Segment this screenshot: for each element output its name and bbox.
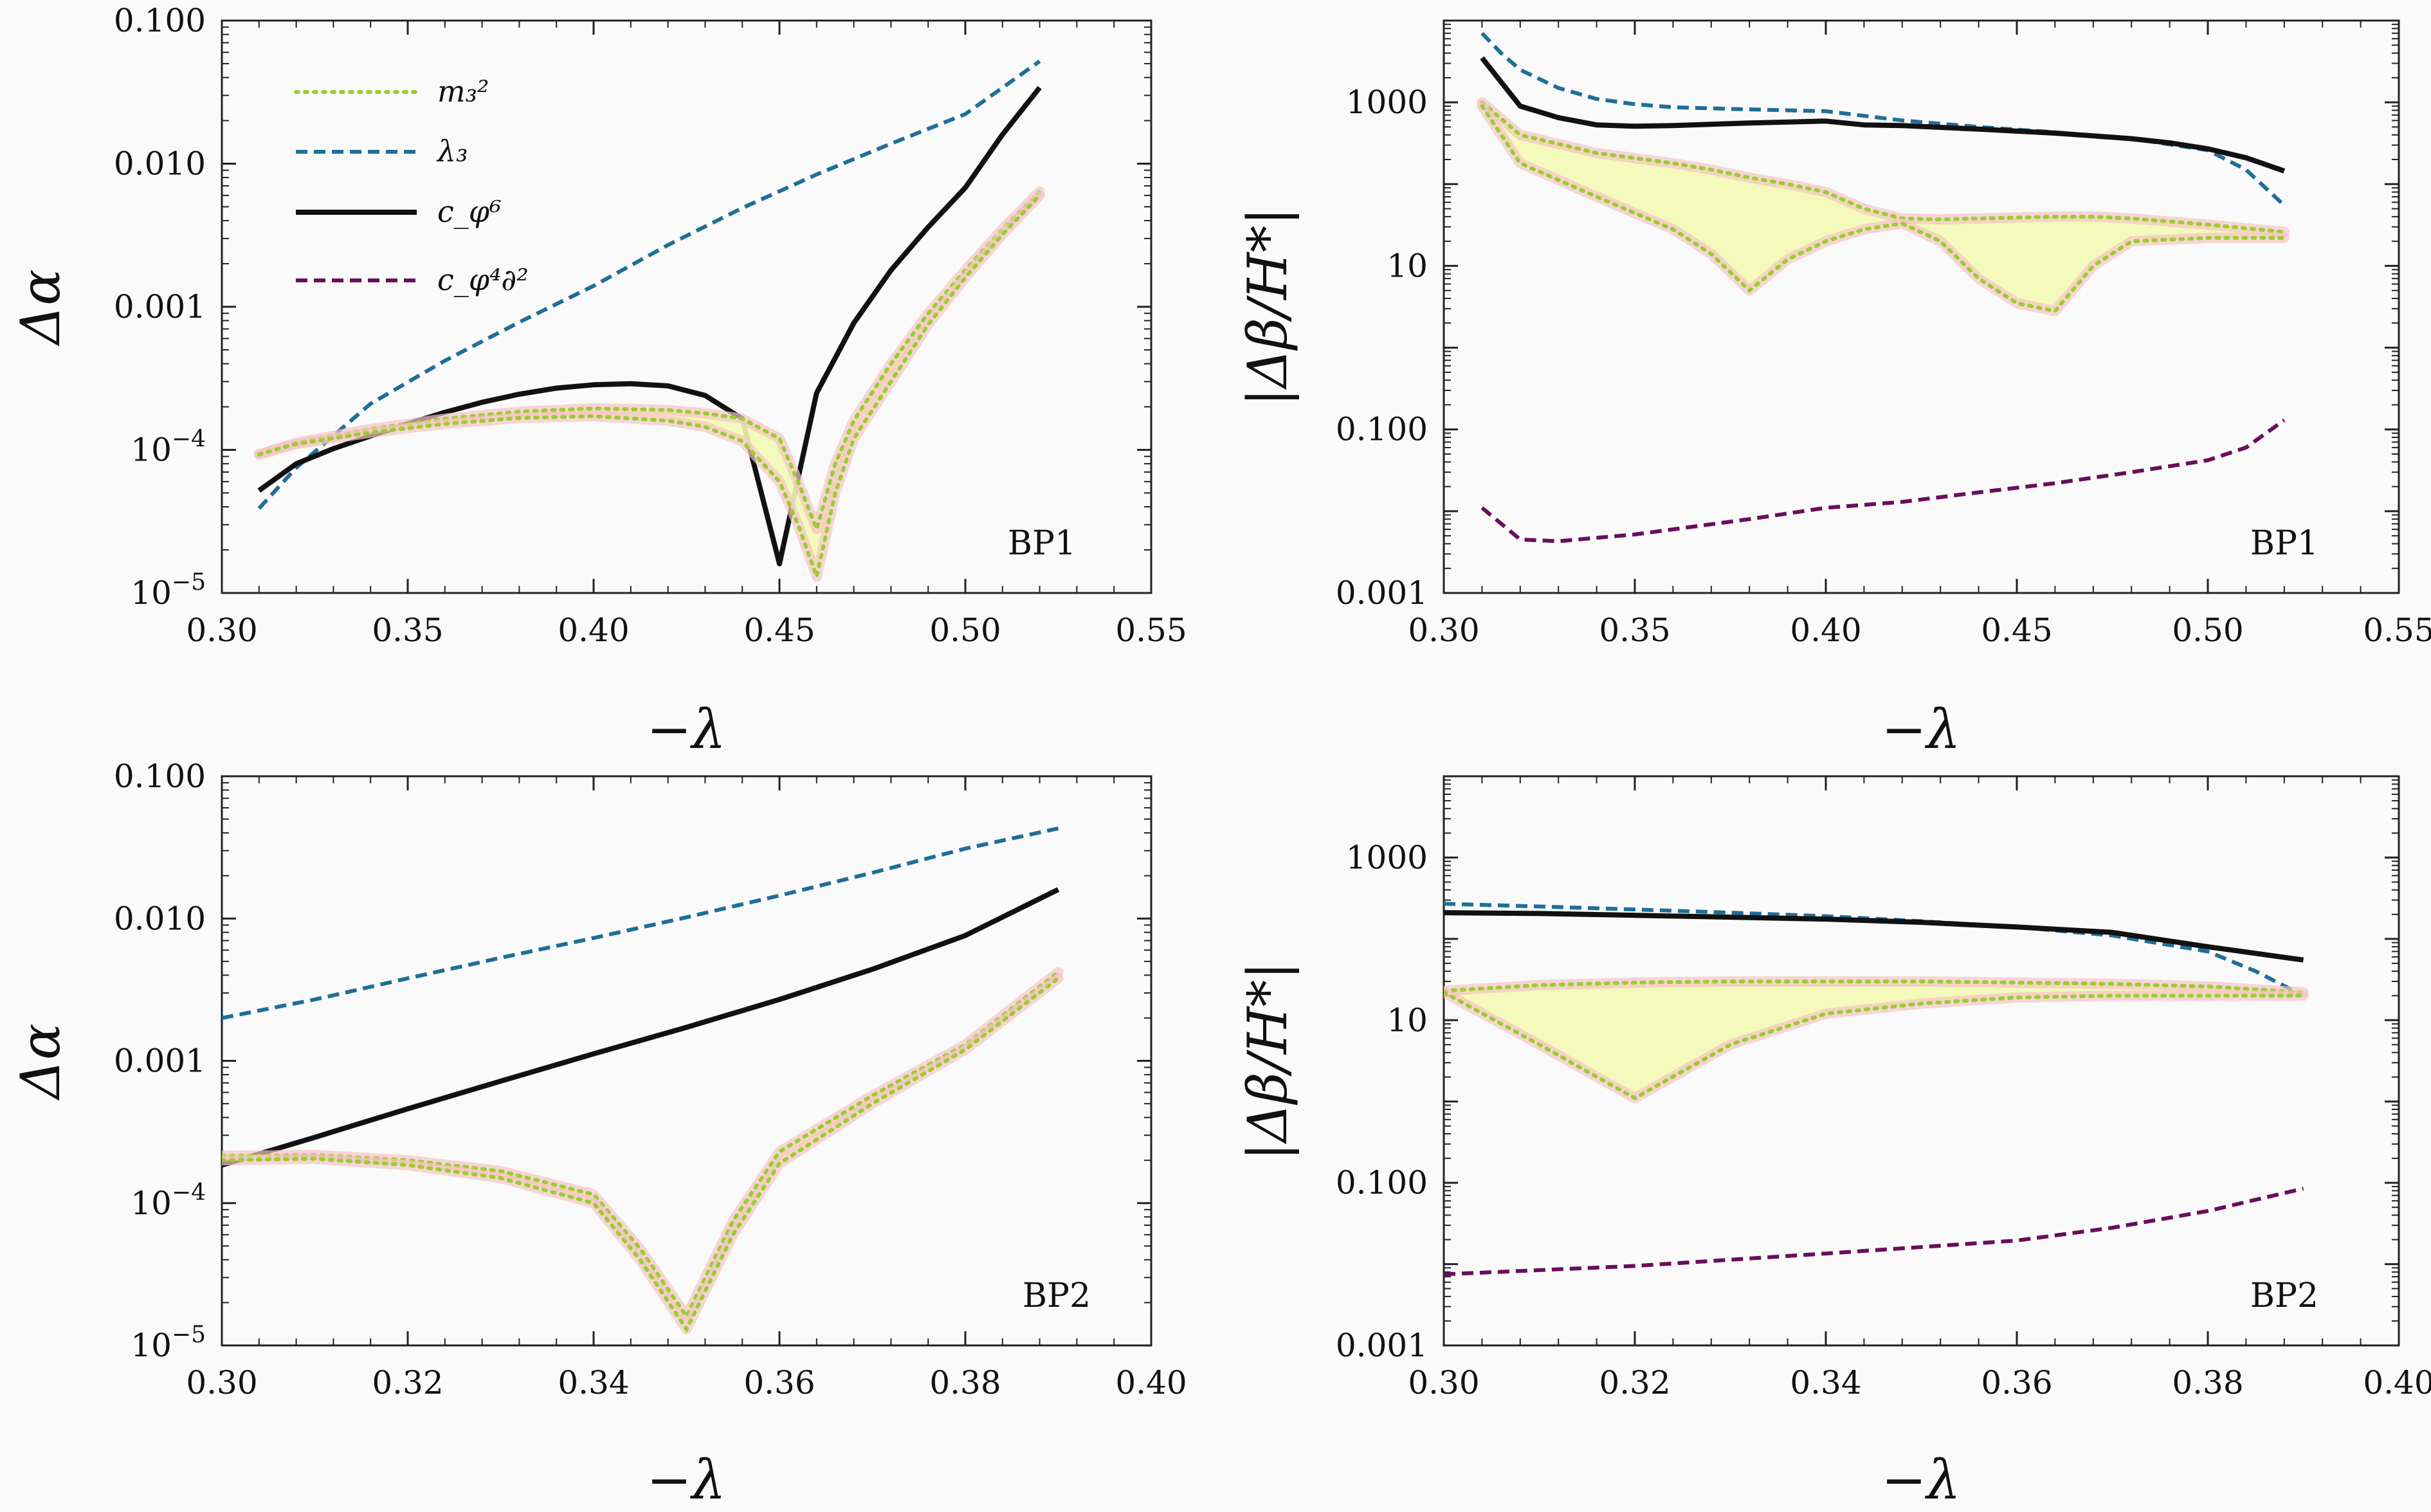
panel-alpha-bp2: 0.30 0.32 0.34 0.36 0.38 0.40 10−5 10−4 0.001 0.0… <box>9 758 1187 1511</box>
series-layer <box>222 826 1064 1334</box>
panel-tag: BP2 <box>1023 1277 1091 1315</box>
series-line-m3sq <box>1444 990 2306 1100</box>
axis-ticks <box>221 775 1152 1347</box>
series-layer <box>1444 902 2309 1277</box>
x-tick-label: 0.38 <box>2172 1364 2243 1401</box>
axis-ticks <box>1443 19 2400 594</box>
series-line-cphi6 <box>222 887 1060 1168</box>
tick-labels: 0.30 0.35 0.40 0.45 0.50 0.55 0.001 0.100 10 1000 <box>1336 84 2431 649</box>
series-line-m3sq <box>1444 979 2306 994</box>
y-tick-label: 10−4 <box>131 426 206 469</box>
x-tick-label: 0.55 <box>2363 612 2431 649</box>
legend-label-lambda3: λ₃ <box>436 134 468 169</box>
x-tick-label: 0.36 <box>743 1364 815 1401</box>
legend: m₃² λ₃ c_φ⁶ c_φ⁴∂² <box>294 74 529 297</box>
series-line-m3sq <box>222 976 1061 1333</box>
x-tick-label: 0.50 <box>2172 612 2243 649</box>
x-axis-label: −λ <box>1881 1448 1961 1511</box>
panel-tag: BP2 <box>2250 1277 2318 1315</box>
panel-beta-bp2: 0.30 0.32 0.34 0.36 0.38 0.40 0.001 0.100 10 1000… <box>1236 775 2431 1511</box>
plot-frame <box>221 775 1152 1347</box>
axis-ticks <box>221 19 1152 594</box>
y-axis-label: |Δβ/H*| <box>1236 961 1299 1160</box>
y-tick-label: 10 <box>1387 1001 1428 1039</box>
x-tick-label: 0.35 <box>372 612 443 649</box>
y-tick-label: 0.001 <box>1336 1327 1428 1364</box>
x-tick-label: 0.30 <box>186 1364 257 1401</box>
x-tick-label: 0.34 <box>1790 1364 1861 1401</box>
y-tick-label: 10 <box>1387 247 1428 284</box>
x-axis-label: −λ <box>646 1448 726 1511</box>
series-layer <box>1477 32 2290 543</box>
y-tick-label: 0.100 <box>1336 411 1428 448</box>
x-tick-label: 0.30 <box>1408 1364 1479 1401</box>
series-line-cphi4d2 <box>1444 1187 2304 1277</box>
panel-tag: BP1 <box>1008 524 1076 563</box>
series-line-m3sq <box>1480 100 2286 234</box>
x-tick-label: 0.40 <box>1115 1364 1187 1401</box>
x-tick-label: 0.40 <box>558 612 629 649</box>
series-line-m3sq <box>257 193 1042 584</box>
x-tick-label: 0.50 <box>929 612 1001 649</box>
tick-labels: 0.30 0.32 0.34 0.36 0.38 0.40 10−5 10−4 0.001 0.0… <box>114 758 1187 1401</box>
panel-tag: BP1 <box>2250 524 2318 563</box>
legend-label-cphi6: c_φ⁶ <box>437 194 501 229</box>
band-m3sq <box>1482 102 2284 311</box>
y-tick-label: 0.100 <box>1336 1164 1428 1201</box>
x-tick-label: 0.32 <box>1599 1364 1670 1401</box>
x-tick-label: 0.36 <box>1981 1364 2052 1401</box>
y-tick-label: 10−4 <box>131 1180 206 1222</box>
axis-ticks <box>1443 775 2400 1347</box>
panel-beta-bp1: 0.30 0.35 0.40 0.45 0.50 0.55 0.001 0.100 10 1000… <box>1236 19 2431 761</box>
x-tick-label: 0.30 <box>186 612 257 649</box>
x-tick-label: 0.45 <box>1981 612 2052 649</box>
legend-label-m3sq: m₃² <box>437 74 489 109</box>
series-layer <box>253 59 1045 584</box>
x-axis-label: −λ <box>1881 698 1961 761</box>
y-tick-label: 0.001 <box>1336 574 1428 612</box>
x-axis-label: −λ <box>646 698 726 761</box>
band-m3sq <box>1444 981 2304 1098</box>
y-tick-label: 1000 <box>1346 839 1428 876</box>
x-tick-label: 0.45 <box>743 612 815 649</box>
series-line-m3sq <box>1480 104 2286 313</box>
y-tick-label: 1000 <box>1346 84 1428 121</box>
series-line-cphi4d2 <box>1480 418 2286 543</box>
x-tick-label: 0.40 <box>1790 612 1861 649</box>
x-tick-label: 0.30 <box>1408 612 1479 649</box>
x-tick-label: 0.40 <box>2363 1364 2431 1401</box>
y-axis-label: Δα <box>9 1023 72 1100</box>
y-tick-label: 0.100 <box>114 758 206 795</box>
plot-frame <box>1443 19 2400 594</box>
y-tick-label: 0.010 <box>114 145 206 183</box>
y-axis-label: |Δβ/H*| <box>1236 207 1299 406</box>
y-tick-label: 10−5 <box>131 1322 206 1364</box>
y-tick-label: 10−5 <box>131 569 206 612</box>
panel-alpha-bp1: 0.30 0.35 0.40 0.45 0.50 0.55 10−5 10−4 0.001 0.0… <box>9 2 1187 761</box>
x-tick-label: 0.35 <box>1599 612 1670 649</box>
y-axis-label: Δα <box>9 269 72 346</box>
x-tick-label: 0.38 <box>929 1364 1001 1401</box>
y-tick-label: 0.001 <box>114 1043 206 1080</box>
y-tick-label: 0.001 <box>114 288 206 325</box>
plot-frame <box>221 19 1152 594</box>
series-line-cphi6 <box>1480 56 2286 174</box>
x-tick-label: 0.55 <box>1115 612 1187 649</box>
x-tick-label: 0.34 <box>558 1364 629 1401</box>
x-tick-label: 0.32 <box>372 1364 443 1401</box>
legend-label-cphi4d2: c_φ⁴∂² <box>437 262 529 297</box>
tick-labels: 0.30 0.32 0.34 0.36 0.38 0.40 0.001 0.100 10 1000 <box>1336 839 2431 1401</box>
y-tick-label: 0.100 <box>114 2 206 39</box>
series-line-lambda3 <box>257 59 1041 510</box>
series-line-cphi6 <box>1444 910 2304 963</box>
y-tick-label: 0.010 <box>114 900 206 937</box>
